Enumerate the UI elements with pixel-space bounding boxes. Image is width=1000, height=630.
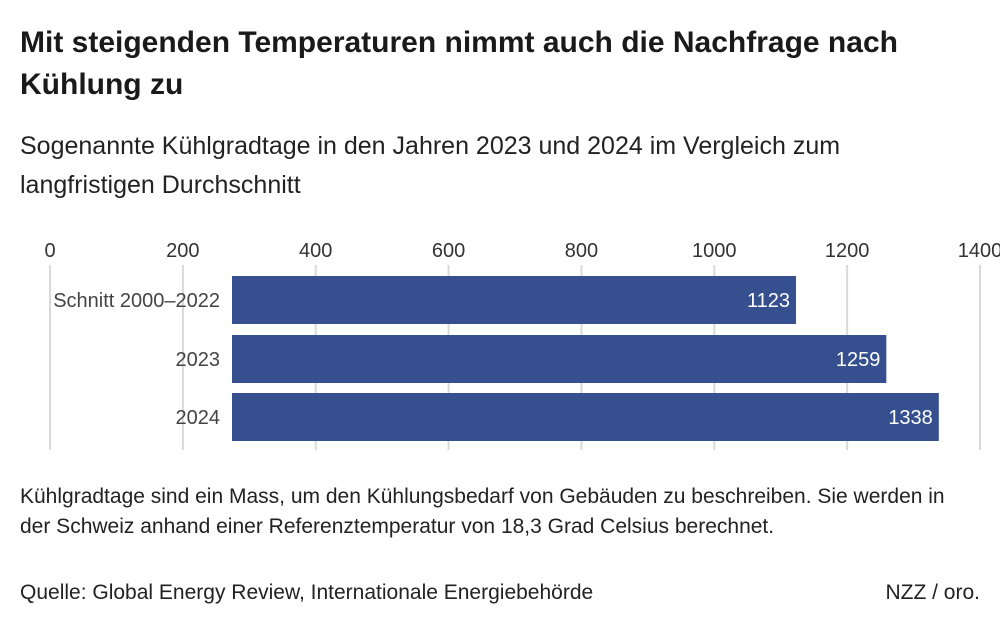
bar-value-label: 1259 [836,349,881,371]
credit-text: NZZ / oro. [885,581,980,604]
bar [232,393,939,441]
bar-chart: 0 200 400 600 800 1000 1200 1400 Schnitt 2000–2… [44,240,1000,450]
source-text: Quelle: Global Energy Review, Internatio… [20,581,594,604]
x-tick-label: 400 [299,240,332,262]
bar [232,335,887,383]
x-tick-label: 600 [432,240,465,262]
x-tick-label: 200 [166,240,199,262]
category-label: 2024 [176,407,221,429]
chart-title: Mit steigenden Temperaturen nimmt auch d… [20,26,898,101]
chart-subtitle: Sogenannte Kühlgradtage in den Jahren 20… [20,132,841,199]
bar-value-label: 1338 [888,407,933,429]
x-tick-label: 1200 [825,240,870,262]
bars [232,276,939,441]
category-labels: Schnitt 2000–2022 2023 2024 [53,290,220,429]
chart-note: Kühlgradtage sind ein Mass, um den Kühlu… [20,485,945,538]
bar-value-label: 1123 [747,290,790,312]
value-labels: 1123 1259 1338 [747,290,933,429]
x-tick-label: 1400 [958,240,1000,262]
x-tick-label: 800 [565,240,598,262]
x-tick-label: 0 [44,240,55,262]
category-label: 2023 [176,349,221,371]
category-label: Schnitt 2000–2022 [53,290,220,312]
bar [232,276,796,324]
x-tick-label: 1000 [692,240,737,262]
x-axis-ticks: 0 200 400 600 800 1000 1200 1400 [44,240,1000,262]
